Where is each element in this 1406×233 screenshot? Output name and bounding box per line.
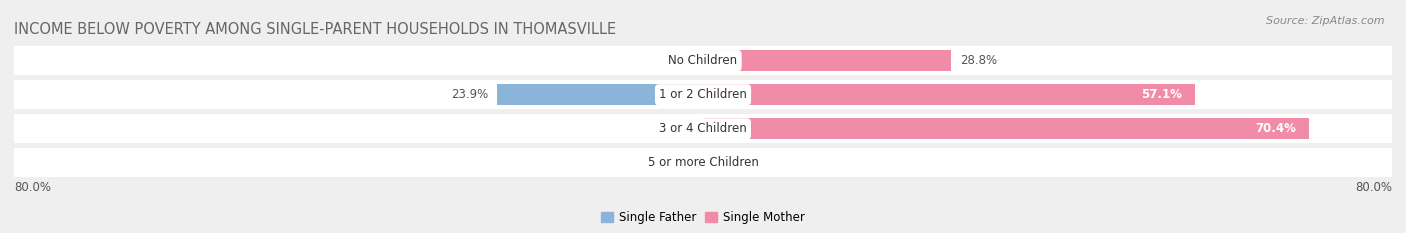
Text: 0.0%: 0.0% bbox=[665, 54, 695, 67]
Text: 23.9%: 23.9% bbox=[451, 88, 488, 101]
Text: 3 or 4 Children: 3 or 4 Children bbox=[659, 122, 747, 135]
Text: 80.0%: 80.0% bbox=[1355, 181, 1392, 194]
Bar bbox=[703, 84, 1195, 105]
Text: No Children: No Children bbox=[668, 54, 738, 67]
Text: 0.0%: 0.0% bbox=[720, 157, 749, 169]
Text: 70.4%: 70.4% bbox=[1256, 122, 1296, 135]
Bar bbox=[498, 84, 703, 105]
Text: 0.0%: 0.0% bbox=[665, 157, 695, 169]
Text: 57.1%: 57.1% bbox=[1140, 88, 1182, 101]
Bar bbox=[14, 114, 1392, 143]
Text: 80.0%: 80.0% bbox=[14, 181, 51, 194]
Text: 1 or 2 Children: 1 or 2 Children bbox=[659, 88, 747, 101]
Bar bbox=[14, 46, 1392, 75]
Bar bbox=[14, 148, 1392, 178]
Bar bbox=[14, 80, 1392, 109]
Text: 28.8%: 28.8% bbox=[960, 54, 997, 67]
Text: INCOME BELOW POVERTY AMONG SINGLE-PARENT HOUSEHOLDS IN THOMASVILLE: INCOME BELOW POVERTY AMONG SINGLE-PARENT… bbox=[14, 22, 616, 37]
Legend: Single Father, Single Mother: Single Father, Single Mother bbox=[596, 206, 810, 229]
Text: 5 or more Children: 5 or more Children bbox=[648, 157, 758, 169]
Text: 0.0%: 0.0% bbox=[665, 122, 695, 135]
Text: Source: ZipAtlas.com: Source: ZipAtlas.com bbox=[1267, 16, 1385, 26]
Bar bbox=[703, 50, 950, 71]
Bar bbox=[703, 118, 1309, 140]
